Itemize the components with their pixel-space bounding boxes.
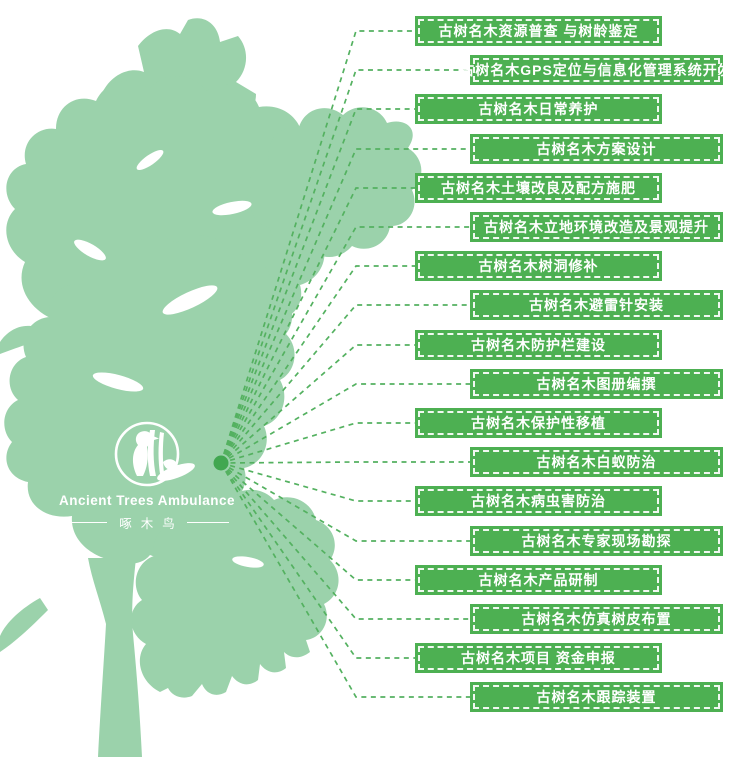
service-banner: 古树名木树洞修补: [415, 251, 662, 281]
connector-line: [220, 187, 415, 464]
connector-line: [220, 304, 470, 464]
service-banner: 古树名木保护性移植: [415, 408, 662, 438]
logo-title: Ancient Trees Ambulance: [58, 493, 236, 508]
connector-line: [220, 462, 470, 698]
service-banner-label: 古树名木防护栏建设: [471, 337, 606, 353]
service-banner: 古树名木图册编撰: [470, 369, 723, 399]
service-banner-label: 古树名木白蚁防治: [536, 454, 657, 470]
connector-line: [220, 461, 470, 464]
service-banner-label: 古树名木产品研制: [478, 572, 599, 588]
service-banner-label: 古树名木项目 资金申报: [461, 650, 616, 666]
service-banner-label: 古树名木土壤改良及配方施肥: [441, 180, 636, 196]
service-banner: 古树名木产品研制: [415, 565, 662, 595]
service-banner-label: 古树名木日常养护: [478, 101, 599, 117]
logo-subtitle-row: 啄木鸟: [36, 513, 258, 532]
service-banner-label: 古树名木避雷针安装: [529, 297, 664, 313]
service-banner: 古树名木跟踪装置: [470, 682, 723, 712]
connector-line: [220, 383, 470, 464]
service-banner-label: 古树名木病虫害防治: [471, 493, 606, 509]
service-banner: 古树名木避雷针安装: [470, 290, 723, 320]
service-banner: 古树名木项目 资金申报: [415, 643, 662, 673]
service-banner-label: 古树名木资源普查 与树龄鉴定: [438, 23, 639, 39]
service-banner: 古树名木白蚁防治: [470, 447, 723, 477]
service-banner: 古树名木立地环境改造及景观提升: [470, 212, 723, 242]
service-banner-label: 古树名木方案设计: [536, 141, 657, 157]
service-banner-label: 古树名木专家现场勘探: [521, 533, 672, 549]
connector-line: [220, 30, 415, 464]
divider-line-left: [65, 521, 108, 524]
divider-line-right: [186, 521, 229, 524]
service-banner: 古树名木方案设计: [470, 134, 723, 164]
connector-line: [220, 108, 415, 464]
hub-dot: [213, 455, 229, 471]
service-banner: 古树名木日常养护: [415, 94, 662, 124]
service-banner: 古树名木土壤改良及配方施肥: [415, 173, 662, 203]
connector-line: [220, 462, 415, 659]
logo-subtitle: 啄木鸟: [119, 517, 184, 531]
service-banner: 古树名木专家现场勘探: [470, 526, 723, 556]
service-banner-label: 古树名木树洞修补: [478, 258, 599, 274]
connector-line: [220, 265, 415, 464]
service-banner: 古树名木病虫害防治: [415, 486, 662, 516]
service-banner-label: 古树名木GPS定位与信息化管理系统开发: [460, 62, 733, 78]
service-banner-label: 古树名木保护性移植: [471, 415, 606, 431]
service-banner-label: 古树名木跟踪装置: [536, 689, 657, 705]
brand-logo: Ancient Trees Ambulance 啄木鸟: [36, 418, 258, 532]
connector-line: [220, 344, 415, 464]
service-banner-label: 古树名木图册编撰: [536, 376, 657, 392]
woodpecker-icon: [114, 421, 180, 487]
service-banner: 古树名木仿真树皮布置: [470, 604, 723, 634]
service-banner: 古树名木GPS定位与信息化管理系统开发: [460, 55, 732, 85]
connector-line: [220, 462, 415, 581]
connector-line: [220, 462, 470, 542]
service-banner: 古树名木防护栏建设: [415, 330, 662, 360]
connector-line: [220, 462, 470, 620]
service-banner-label: 古树名木仿真树皮布置: [521, 611, 672, 627]
tree-foliage: [0, 18, 422, 757]
service-banner: 古树名木资源普查 与树龄鉴定: [415, 16, 662, 46]
service-banner-label: 古树名木立地环境改造及景观提升: [484, 219, 709, 235]
